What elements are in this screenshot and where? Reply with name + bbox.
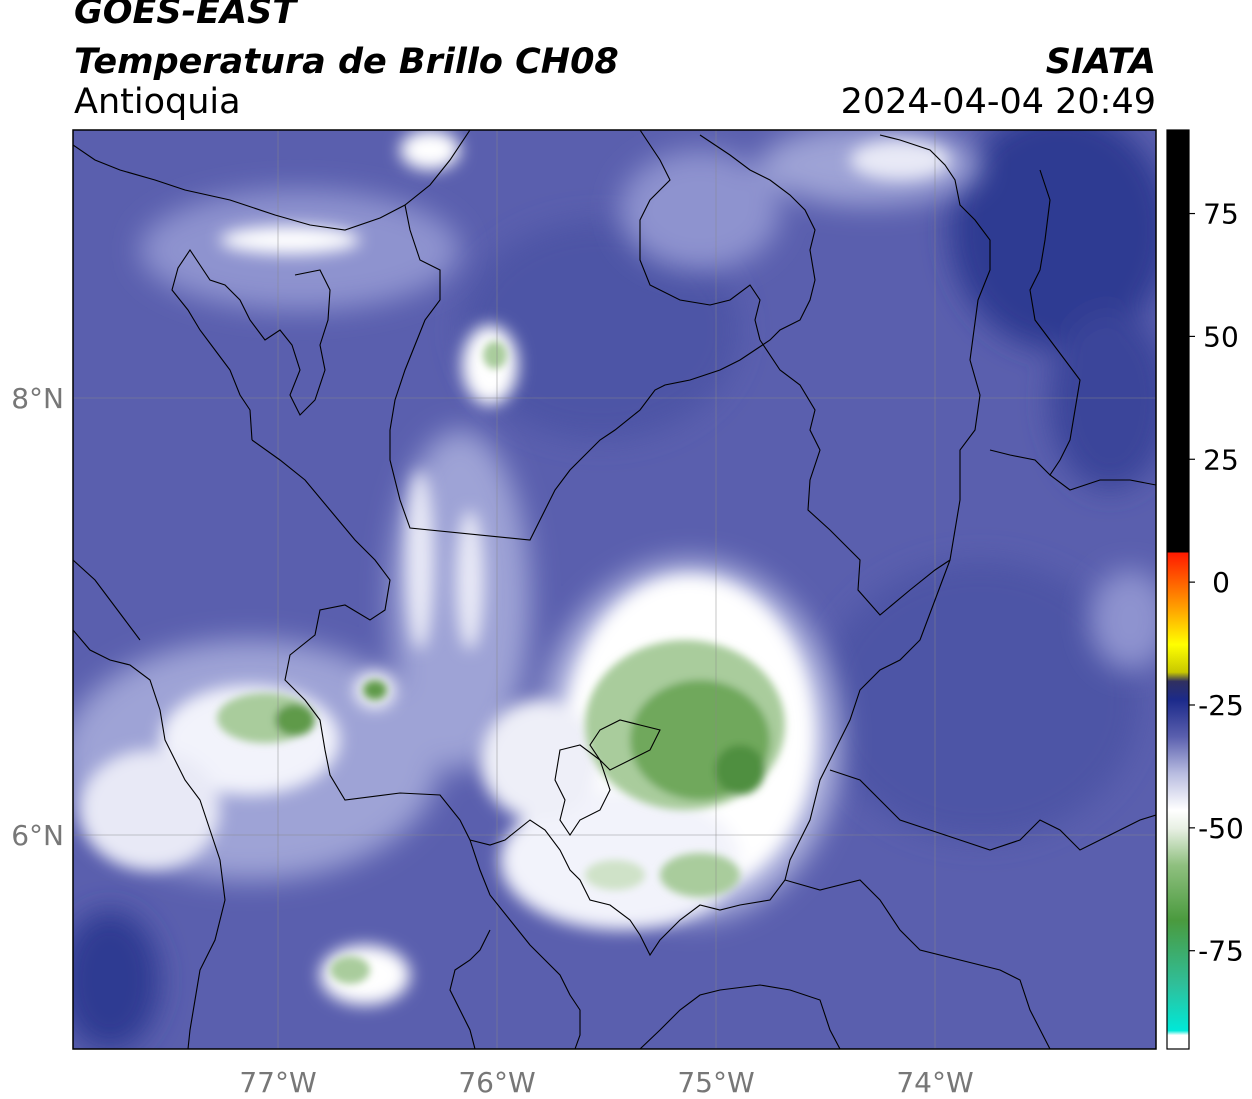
colorbar-tick-label: 75 [1203,198,1239,231]
lon-tick-label: 74°W [896,1066,973,1099]
lon-tick-label: 77°W [239,1066,316,1099]
lon-tick-labels: 77°W 76°W 75°W 74°W [239,1066,973,1099]
colorbar-tick-label: -75 [1198,935,1244,968]
lat-tick-labels: 8°N 6°N [11,382,64,852]
datetime-label: 2024-04-04 20:49 [840,82,1156,122]
boundary-lines [73,130,1156,1049]
colorbar: 75 50 25 0 -25 -50 -75 [1166,129,1244,1050]
lat-tick-label: 8°N [11,382,64,415]
colorbar-tick-label: 50 [1203,320,1239,353]
graticule [73,130,1156,1049]
colorbar-scale [1166,129,1190,1050]
organization-label: SIATA [1045,42,1156,82]
colorbar-tick-label: 25 [1203,443,1239,476]
temperature-field [73,130,1156,1049]
lon-tick-label: 75°W [677,1066,754,1099]
region-label: Antioquia [74,82,241,122]
product-title: Temperatura de Brillo CH08 [74,42,619,82]
satellite-title: GOES-EAST [74,0,297,32]
lat-tick-label: 6°N [11,819,64,852]
colorbar-tick-label: -50 [1198,812,1244,845]
map-frame [72,129,1157,1050]
colorbar-tick-label: -25 [1198,689,1244,722]
colorbar-tick-label: 0 [1212,566,1230,599]
lon-tick-label: 76°W [458,1066,535,1099]
